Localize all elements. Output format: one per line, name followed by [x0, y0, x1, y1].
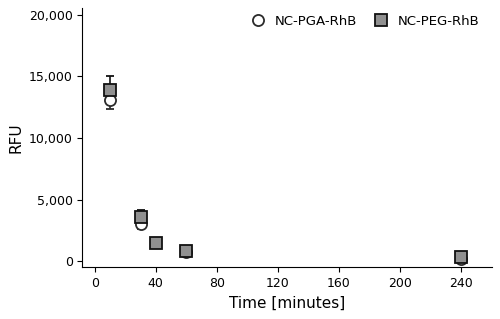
Legend: NC-PGA-RhB, NC-PEG-RhB: NC-PGA-RhB, NC-PEG-RhB [239, 10, 485, 33]
Y-axis label: RFU: RFU [8, 122, 24, 153]
X-axis label: Time [minutes]: Time [minutes] [229, 296, 345, 311]
